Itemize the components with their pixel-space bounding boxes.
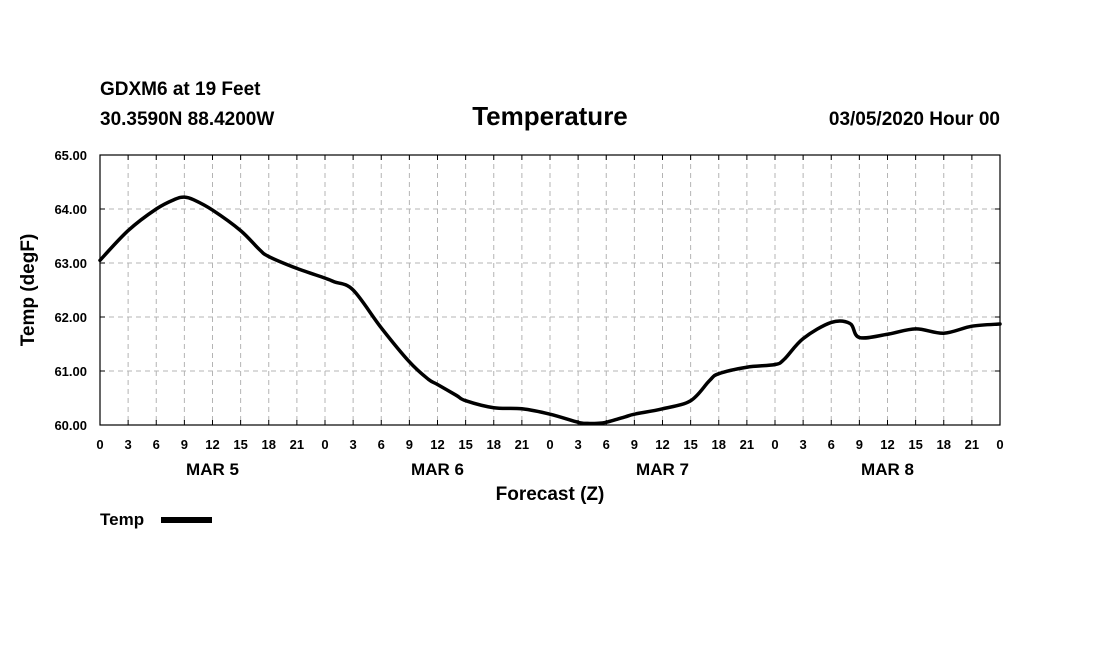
x-tick-label: 18 <box>937 437 951 452</box>
x-tick-label: 9 <box>181 437 188 452</box>
x-tick-label: 3 <box>800 437 807 452</box>
y-axis-label: Temp (degF) <box>18 234 39 347</box>
y-tick-label: 64.00 <box>54 202 87 217</box>
x-tick-label: 6 <box>378 437 385 452</box>
x-tick-label: 6 <box>603 437 610 452</box>
x-tick-label: 0 <box>996 437 1003 452</box>
series-layer <box>98 195 1002 426</box>
x-tick-label: 9 <box>631 437 638 452</box>
chart-title: Temperature <box>472 101 628 131</box>
station-name: GDXM6 at 19 Feet <box>100 79 261 100</box>
y-tick-label: 65.00 <box>54 148 87 163</box>
x-tick-label: 18 <box>487 437 501 452</box>
x-tick-label: 21 <box>515 437 529 452</box>
x-tick-label: 12 <box>430 437 444 452</box>
x-tick-label: 15 <box>458 437 472 452</box>
x-tick-label: 3 <box>350 437 357 452</box>
x-tick-label: 15 <box>683 437 697 452</box>
y-tick-label: 61.00 <box>54 364 87 379</box>
x-tick-label: 6 <box>828 437 835 452</box>
day-label: MAR 7 <box>636 460 689 479</box>
x-tick-label: 0 <box>546 437 553 452</box>
x-tick-label: 15 <box>908 437 922 452</box>
axis-ticks: 0 3 6 9 12 15 18 21 0 3 6 9 12 15 18 21 0 3 6 9 12 15 18 21 0 3 6 9… <box>54 148 1003 479</box>
x-tick-label: 15 <box>233 437 247 452</box>
x-tick-label: 21 <box>290 437 304 452</box>
day-label: MAR 6 <box>411 460 464 479</box>
x-tick-label: 0 <box>321 437 328 452</box>
day-label: MAR 8 <box>861 460 914 479</box>
x-tick-label: 21 <box>965 437 979 452</box>
x-tick-label: 9 <box>856 437 863 452</box>
y-tick-label: 63.00 <box>54 256 87 271</box>
x-tick-label: 3 <box>575 437 582 452</box>
grid-lines <box>100 155 1000 425</box>
x-tick-label: 12 <box>655 437 669 452</box>
x-tick-label: 12 <box>205 437 219 452</box>
y-tick-label: 60.00 <box>54 418 87 433</box>
day-label: MAR 5 <box>186 460 239 479</box>
x-tick-label: 12 <box>880 437 894 452</box>
x-tick-label: 9 <box>406 437 413 452</box>
y-tick-label: 62.00 <box>54 310 87 325</box>
run-time: 03/05/2020 Hour 00 <box>829 109 1000 130</box>
station-coords: 30.3590N 88.4200W <box>100 109 274 130</box>
x-tick-label: 18 <box>262 437 276 452</box>
x-tick-label: 18 <box>712 437 726 452</box>
x-axis-label: Forecast (Z) <box>496 484 605 505</box>
x-tick-label: 0 <box>771 437 778 452</box>
x-tick-label: 21 <box>740 437 754 452</box>
legend-label: Temp <box>100 510 144 529</box>
series-line-temp <box>98 195 1002 426</box>
x-tick-label: 0 <box>96 437 103 452</box>
x-tick-label: 6 <box>153 437 160 452</box>
x-tick-label: 3 <box>125 437 132 452</box>
